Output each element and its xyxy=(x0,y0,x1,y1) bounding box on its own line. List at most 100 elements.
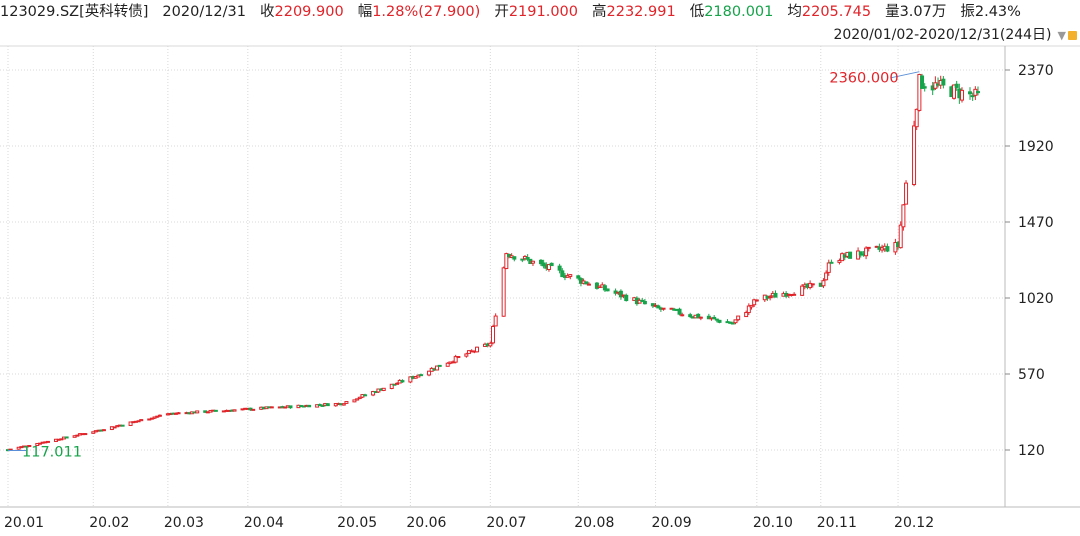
candle xyxy=(960,87,965,103)
candle xyxy=(826,259,831,276)
date-range-selector[interactable]: 2020/01/02-2020/12/31(244日) ▼ xyxy=(833,24,1066,46)
candle xyxy=(408,376,413,384)
candlesticks xyxy=(6,73,980,452)
candle xyxy=(893,238,898,255)
volume-value: 3.07万 xyxy=(899,4,947,20)
candle xyxy=(344,401,349,404)
candle xyxy=(733,319,738,325)
annotations: 2360.000 117.011 xyxy=(8,71,920,461)
candle xyxy=(120,424,125,427)
candle xyxy=(91,431,96,434)
candle xyxy=(898,221,903,249)
candle xyxy=(112,426,117,429)
candle xyxy=(464,352,469,358)
candle xyxy=(885,243,890,253)
candle xyxy=(157,414,162,417)
open-value: 2191.000 xyxy=(508,4,578,20)
max-annotation-line xyxy=(891,71,920,79)
x-tick-label: 20.08 xyxy=(574,515,614,531)
candle xyxy=(768,294,773,301)
candle xyxy=(320,404,325,407)
candle xyxy=(677,307,682,316)
candle xyxy=(829,259,834,264)
y-tick-label: 2370 xyxy=(1018,63,1054,79)
candle xyxy=(355,398,360,401)
candle xyxy=(912,120,917,187)
candle xyxy=(27,445,32,448)
candle xyxy=(968,87,973,100)
security-code[interactable]: 123029.SZ[英科转债] xyxy=(0,4,149,20)
candle xyxy=(688,312,693,319)
candle xyxy=(941,76,946,89)
candle xyxy=(501,266,506,317)
x-tick-label: 20.11 xyxy=(817,515,857,531)
candle xyxy=(858,251,863,258)
candle xyxy=(176,411,181,415)
x-axis: 20.01 20.02 20.03 20.04 20.05 20.06 20.07 20.08… xyxy=(4,515,934,531)
candle xyxy=(251,408,256,411)
candle xyxy=(419,373,424,377)
close-label: 收 xyxy=(260,4,275,20)
candle xyxy=(904,180,909,205)
y-tick-label: 570 xyxy=(1018,367,1045,383)
candle xyxy=(821,278,826,289)
candle xyxy=(560,268,565,278)
candle xyxy=(800,284,805,297)
candle xyxy=(325,403,330,407)
y-tick-label: 120 xyxy=(1018,443,1045,459)
y-tick-label: 1020 xyxy=(1018,291,1054,307)
candle xyxy=(970,92,975,101)
candle xyxy=(491,324,495,345)
candle xyxy=(195,410,200,414)
candle xyxy=(602,283,607,292)
max-annotation-label: 2360.000 xyxy=(829,71,898,87)
candle xyxy=(381,387,386,392)
candle xyxy=(864,246,869,260)
candle xyxy=(445,362,450,367)
candle xyxy=(640,298,645,303)
candle xyxy=(714,318,719,323)
candle xyxy=(656,304,661,309)
candle xyxy=(371,390,376,397)
candle xyxy=(213,409,218,412)
y-axis: 120 570 1020 1470 1920 2370 xyxy=(1005,63,1054,459)
amplitude-value: 2.43% xyxy=(974,4,1021,20)
candle xyxy=(341,403,346,406)
x-tick-label: 20.12 xyxy=(894,515,934,531)
candle xyxy=(139,419,144,422)
candle xyxy=(504,252,509,270)
volume-label: 量 xyxy=(885,4,900,20)
candle xyxy=(586,282,591,286)
candle xyxy=(64,436,69,439)
chevron-down-icon[interactable]: ▼ xyxy=(1057,29,1066,42)
lock-icon[interactable] xyxy=(1068,31,1077,40)
candle xyxy=(698,316,703,321)
candle xyxy=(307,404,312,408)
candle xyxy=(363,393,368,397)
candle xyxy=(269,406,274,409)
candle xyxy=(128,421,133,426)
candle xyxy=(866,246,871,252)
x-tick-label: 20.05 xyxy=(337,515,377,531)
candle xyxy=(642,299,647,305)
candle xyxy=(712,315,717,320)
candle xyxy=(8,448,13,451)
candle xyxy=(437,364,442,367)
candle xyxy=(435,365,440,371)
y-tick-label: 1470 xyxy=(1018,215,1054,231)
candle xyxy=(557,263,562,274)
candle xyxy=(752,298,757,308)
candle xyxy=(45,440,50,443)
candle xyxy=(568,274,573,280)
high-value: 2232.991 xyxy=(606,4,676,20)
candle xyxy=(810,283,815,288)
quote-header: 123029.SZ[英科转债] 2020/12/31 收2209.900 幅1.28%… xyxy=(0,0,1080,24)
candle xyxy=(717,319,722,324)
candle xyxy=(546,264,551,272)
candle xyxy=(400,379,405,383)
candle xyxy=(680,312,685,317)
candle xyxy=(744,310,749,318)
candle xyxy=(357,396,362,400)
open-label: 开 xyxy=(494,4,509,20)
candle xyxy=(576,275,581,281)
